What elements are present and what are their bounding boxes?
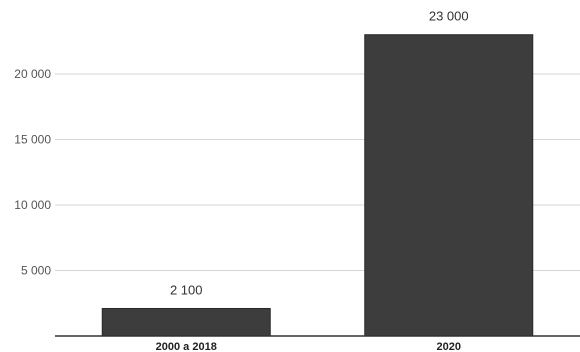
bar <box>364 34 534 337</box>
x-axis-categories: 2000 a 2018 2020 <box>156 341 461 352</box>
bar-value-label: 2 100 <box>170 282 203 297</box>
bar-value-label: 23 000 <box>429 9 469 24</box>
bars <box>101 34 534 337</box>
x-category-label: 2020 <box>437 341 461 352</box>
x-category-label: 2000 a 2018 <box>156 341 217 352</box>
y-tick-label: 5 000 <box>21 264 51 278</box>
y-tick-label: 20 000 <box>14 67 51 81</box>
y-tick-label: 10 000 <box>14 198 51 212</box>
y-axis-ticks: 5 000 10 000 15 000 20 000 <box>14 67 51 278</box>
bar-value-labels: 2 100 23 000 <box>170 9 469 298</box>
bar <box>101 307 271 337</box>
y-tick-label: 15 000 <box>14 133 51 147</box>
